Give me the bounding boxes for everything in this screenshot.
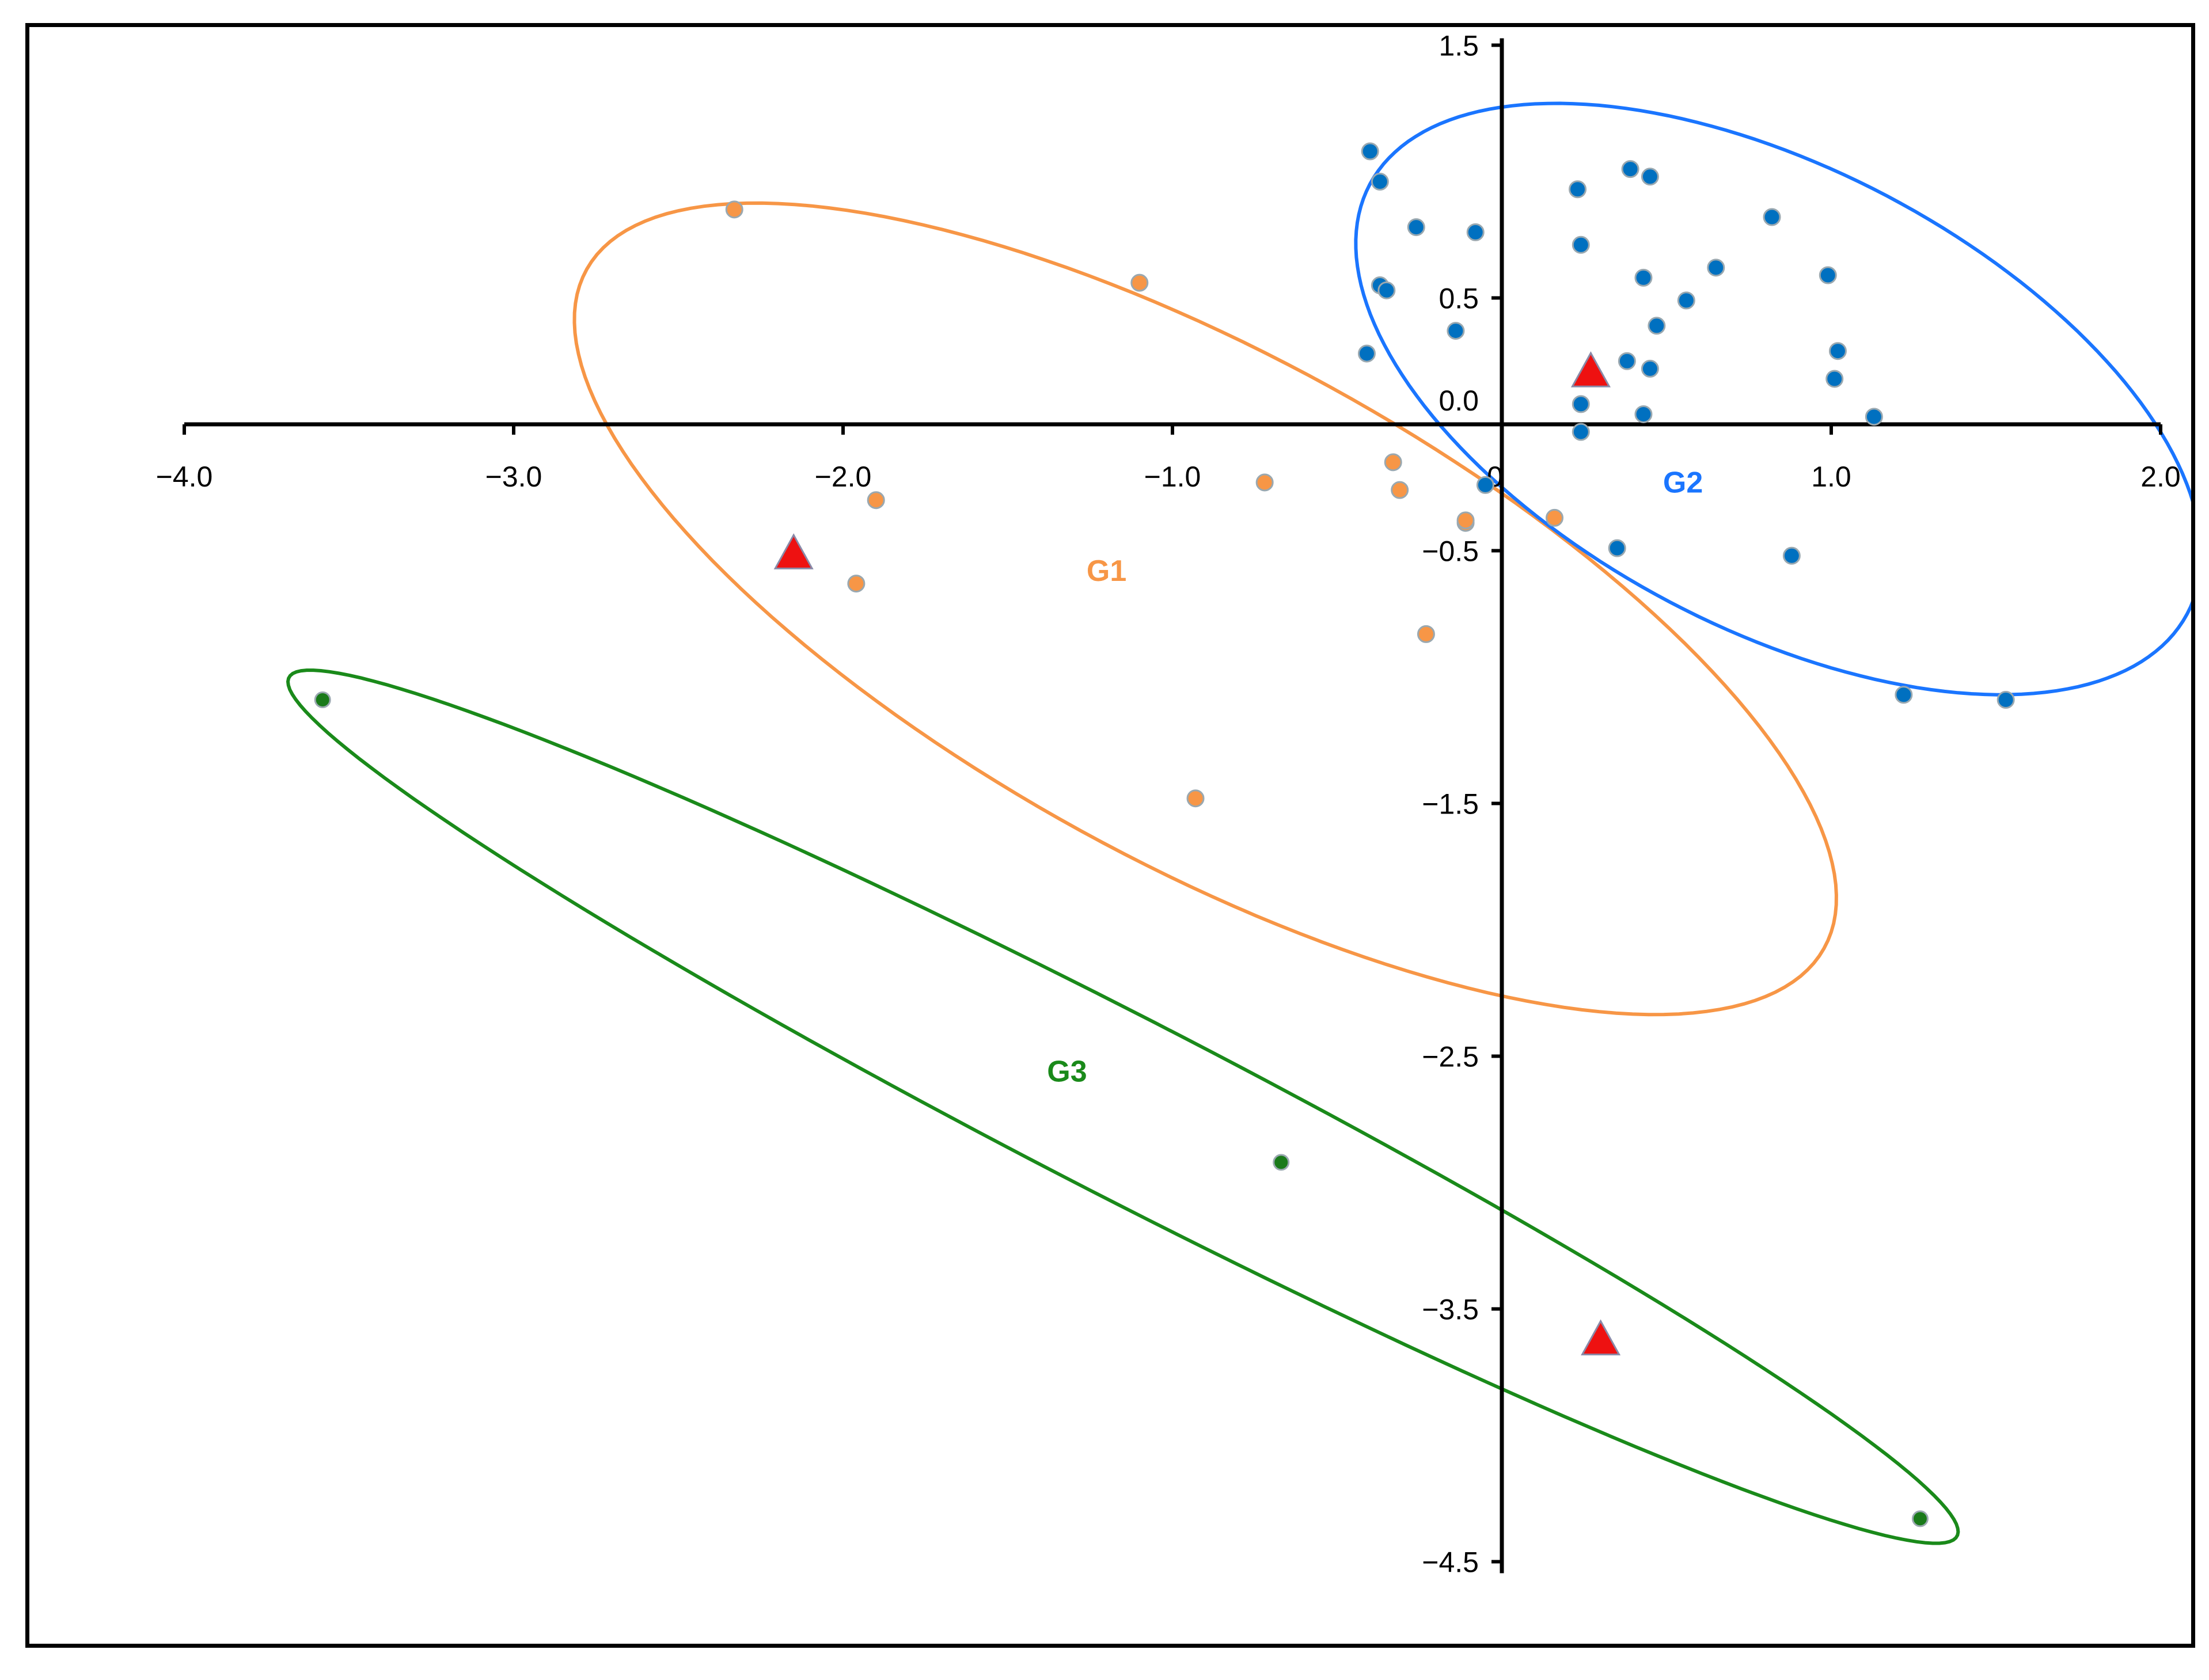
point-g1 xyxy=(1384,453,1402,472)
centroid-marker xyxy=(1581,1319,1621,1356)
point-g2 xyxy=(1763,208,1781,226)
group-labels: G1 G2 G3 xyxy=(1047,466,1703,1089)
group-label-g3: G3 xyxy=(1047,1055,1087,1088)
y-tick-label: −1.5 xyxy=(1422,788,1479,820)
x-tick-label: −3.0 xyxy=(485,461,542,493)
point-g2 xyxy=(1572,423,1590,441)
y-tick-label: −3.5 xyxy=(1422,1294,1479,1326)
y-tick-label: 0.5 xyxy=(1438,283,1479,315)
x-tick-label: 2.0 xyxy=(2140,461,2181,493)
ellipse-g2 xyxy=(1354,101,2191,697)
axes: −4.0 −3.0 −2.0 −1.0 0 1.0 2.01.50.50.0−0.5−1.5… xyxy=(156,30,2181,1579)
point-g3 xyxy=(314,691,331,709)
point-g2 xyxy=(1569,180,1587,199)
group-label-g1: G1 xyxy=(1087,554,1126,588)
point-g2 xyxy=(1819,266,1837,284)
point-g1 xyxy=(847,575,866,593)
group-label-g2: G2 xyxy=(1663,466,1703,500)
point-g2 xyxy=(1476,476,1494,494)
point-g2 xyxy=(1447,322,1465,340)
y-tick-label: −2.5 xyxy=(1422,1041,1479,1073)
point-g1 xyxy=(1391,481,1409,499)
point-g2 xyxy=(1895,686,1913,704)
point-g2 xyxy=(1634,268,1653,287)
centroid-marker xyxy=(1570,351,1611,387)
point-g2 xyxy=(1865,408,1883,426)
point-g2 xyxy=(1634,405,1653,423)
point-g1 xyxy=(1456,511,1475,530)
point-g2 xyxy=(1572,235,1590,254)
point-g2 xyxy=(1677,291,1695,310)
point-g2 xyxy=(1371,173,1389,191)
point-g2 xyxy=(1357,344,1376,363)
point-g2 xyxy=(1466,223,1485,241)
point-g2 xyxy=(1407,218,1425,237)
point-g2 xyxy=(1621,160,1639,178)
point-g1 xyxy=(725,200,743,219)
point-g2 xyxy=(1648,317,1666,335)
chart-frame: −4.0 −3.0 −2.0 −1.0 0 1.0 2.0 1.5 0.5 0.0 −0.5 −1.5… xyxy=(25,23,2195,1648)
x-tick-label: −1.0 xyxy=(1144,461,1201,493)
point-g2 xyxy=(1618,352,1636,370)
point-g2 xyxy=(1608,539,1626,557)
point-g1 xyxy=(1130,273,1149,292)
point-g2 xyxy=(1782,546,1801,565)
ellipse-g1 xyxy=(572,201,1838,1017)
point-g2 xyxy=(1572,395,1590,413)
data-points xyxy=(314,142,2015,1527)
point-g3 xyxy=(1911,1510,1929,1527)
point-g3 xyxy=(1273,1154,1290,1171)
point-g1 xyxy=(867,491,885,510)
scatter-plot: −4.0 −3.0 −2.0 −1.0 0 1.0 2.01.50.50.0−0.5−1.5… xyxy=(156,30,2191,1579)
y-tick-label: 0.0 xyxy=(1438,385,1479,417)
point-g2 xyxy=(1361,142,1379,161)
point-g2 xyxy=(1641,168,1659,186)
point-g1 xyxy=(1255,473,1274,492)
y-tick-label: −4.5 xyxy=(1422,1546,1479,1579)
point-g2 xyxy=(1825,370,1844,388)
point-g2 xyxy=(1707,259,1725,277)
y-tick-label: −0.5 xyxy=(1422,535,1479,568)
x-tick-label: −2.0 xyxy=(815,461,872,493)
point-g2 xyxy=(1641,359,1659,378)
y-tick-label: 1.5 xyxy=(1438,30,1479,62)
point-g1 xyxy=(1417,625,1435,643)
centroid-marker xyxy=(773,533,814,569)
point-g1 xyxy=(1186,789,1205,808)
x-tick-label: 1.0 xyxy=(1811,461,1851,493)
point-g1 xyxy=(1546,508,1564,527)
x-tick-label: −4.0 xyxy=(156,461,213,493)
point-g2 xyxy=(1828,342,1847,360)
ellipse-g3 xyxy=(286,668,1960,1545)
point-g2 xyxy=(1997,691,2015,709)
group-ellipses xyxy=(286,101,2191,1545)
point-g2 xyxy=(1377,281,1396,299)
